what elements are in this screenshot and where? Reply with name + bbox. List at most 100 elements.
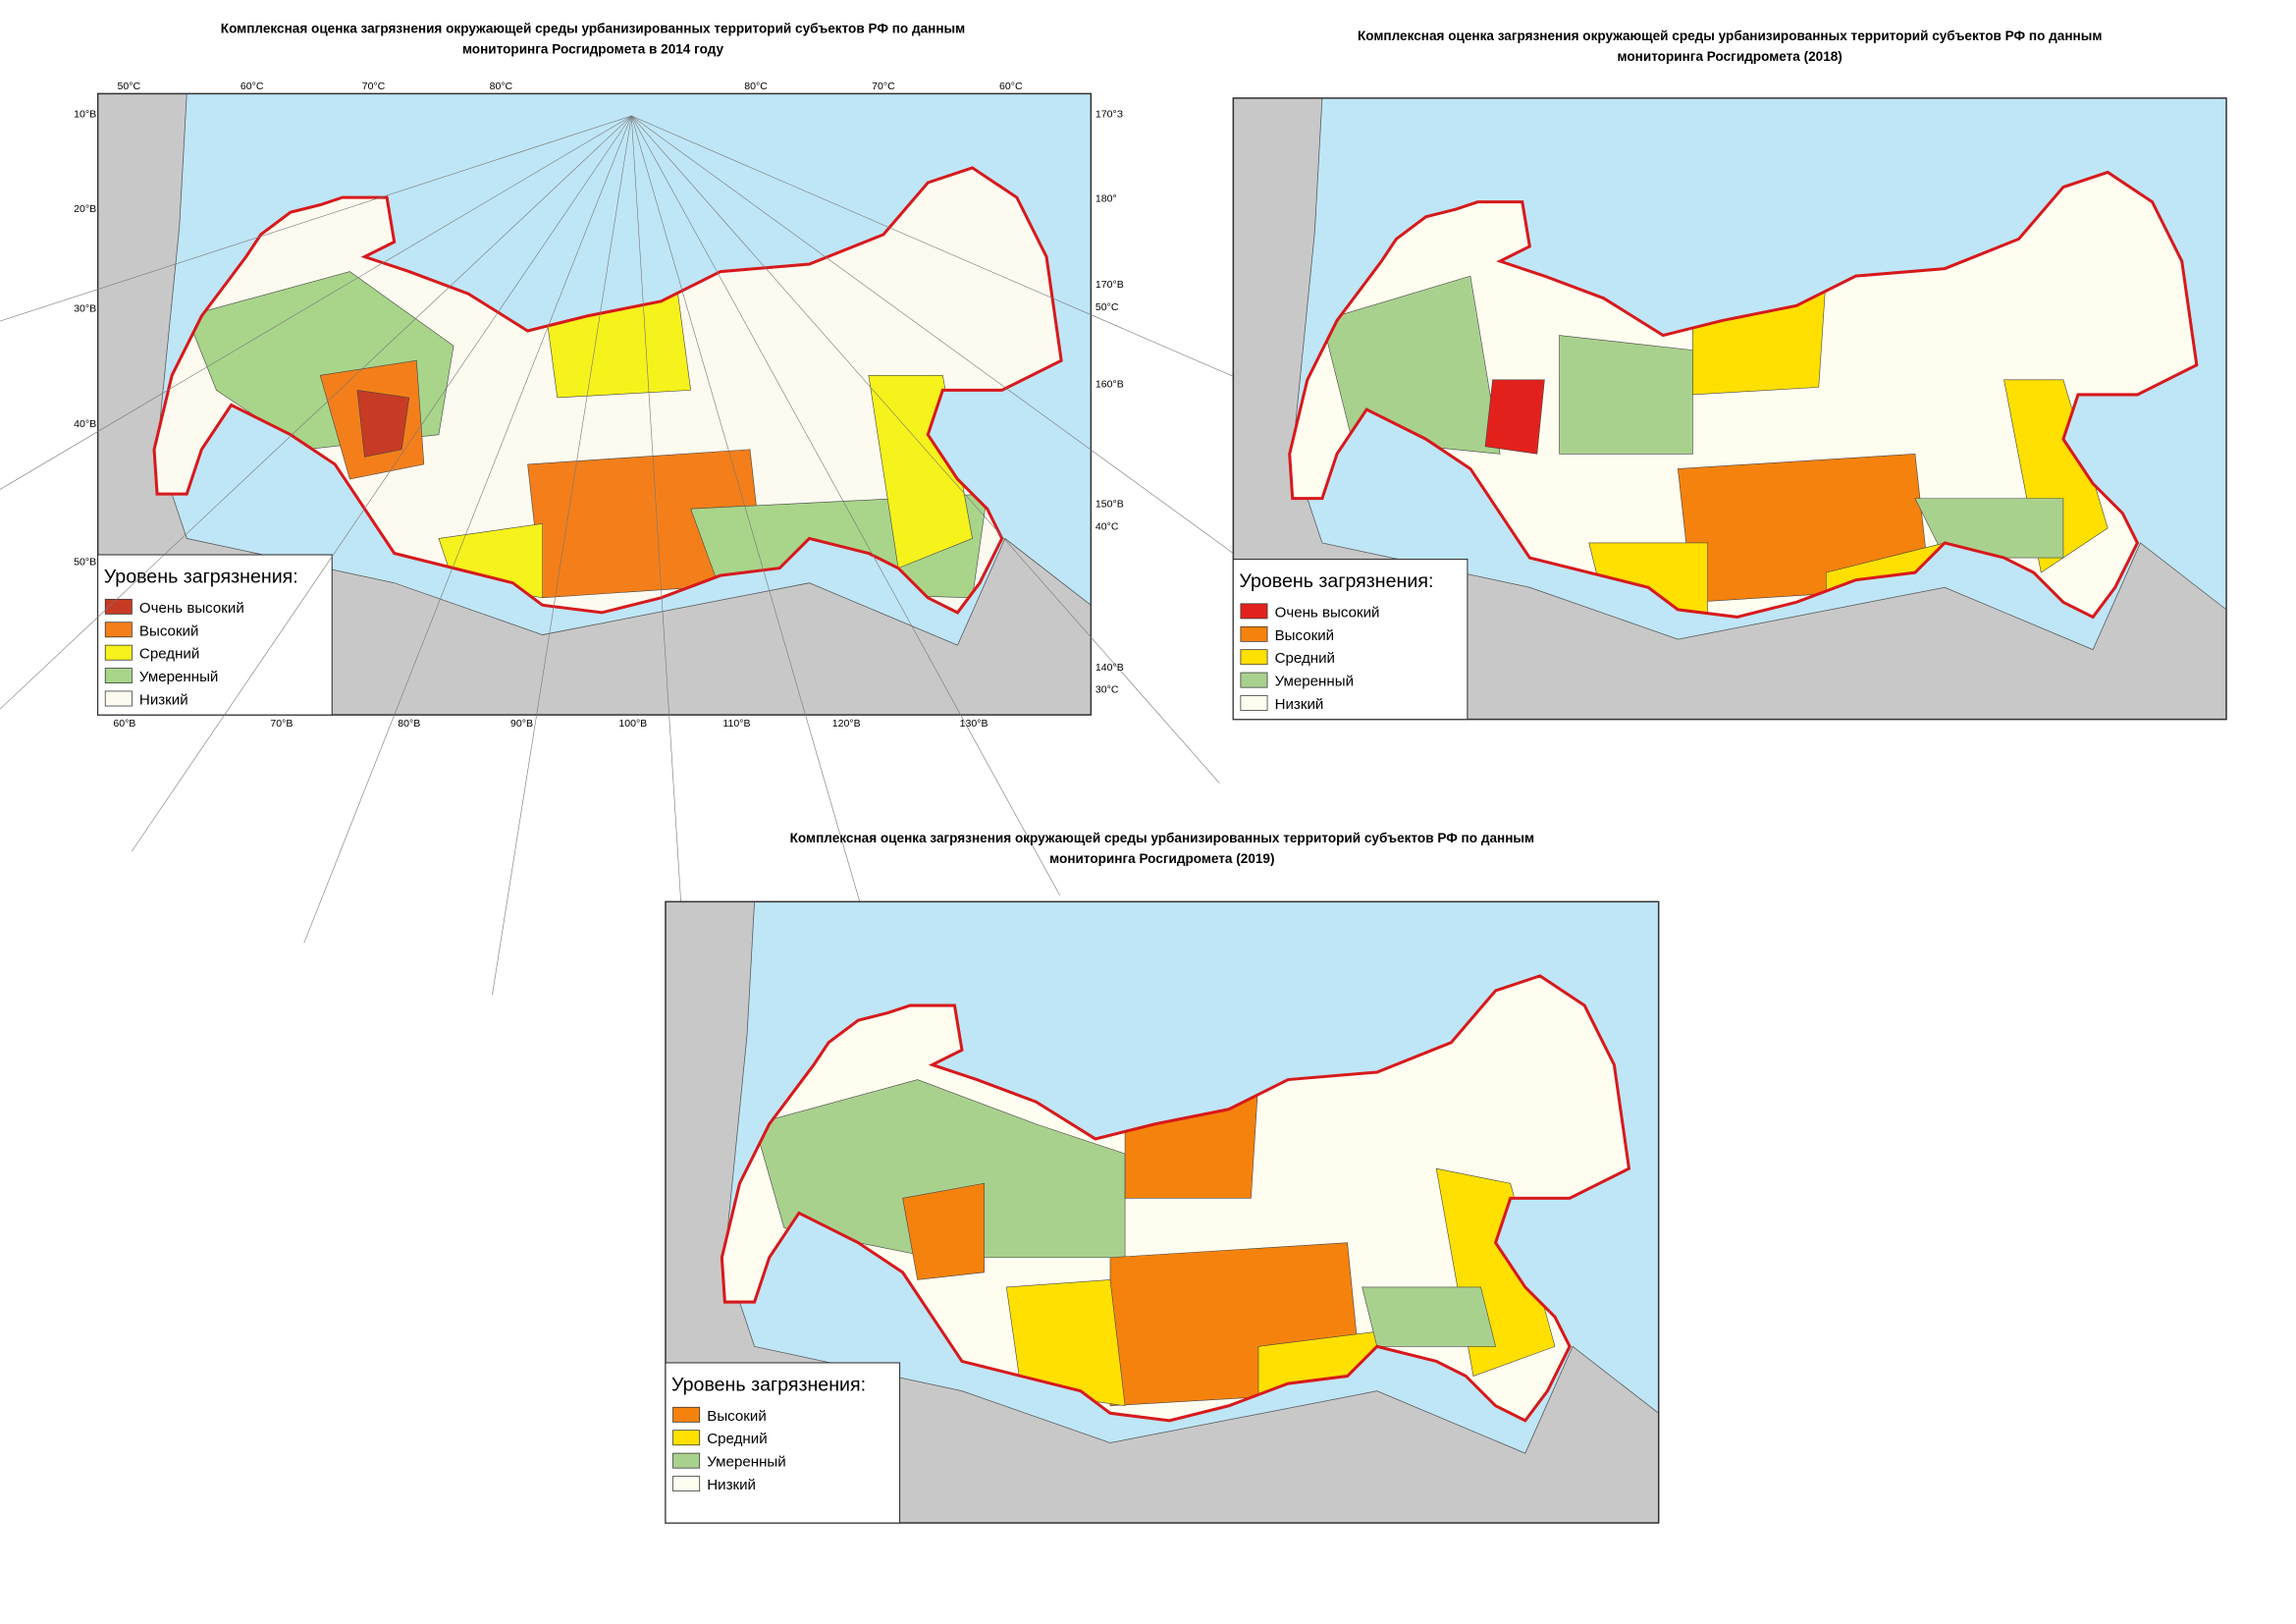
graticule-label: 40°С xyxy=(1095,520,1119,532)
legend-label: Очень высокий xyxy=(139,600,244,617)
legend-box xyxy=(1232,559,1468,721)
graticule-label: 170°В xyxy=(1095,279,1124,291)
graticule-label: 170°З xyxy=(1095,109,1123,121)
legend-label: Средний xyxy=(1275,650,1335,667)
meridian xyxy=(631,115,1352,639)
map-panel: Комплексная оценка загрязнения окружающе… xyxy=(0,21,1448,1004)
graticule-label: 70°С xyxy=(362,81,386,92)
map: Уровень загрязнения: Очень высокий Высокий… xyxy=(1232,97,2227,721)
legend-box xyxy=(665,1362,901,1524)
meridian xyxy=(0,115,632,490)
region xyxy=(356,390,410,458)
graticule-label: 120°В xyxy=(832,718,861,730)
legend-label: Очень высокий xyxy=(1275,604,1380,621)
graticule-label: 50°В xyxy=(74,557,96,568)
legend-swatch xyxy=(672,1452,701,1469)
meridian xyxy=(492,116,632,995)
graticule-label: 70°В xyxy=(270,718,293,730)
graticule-label: 10°В xyxy=(74,109,96,121)
map-title: мониторинга Росгидромета (2019) xyxy=(1049,851,1274,866)
legend-label: Высокий xyxy=(139,623,199,639)
meridian xyxy=(630,115,881,971)
legend-label: Средний xyxy=(139,646,199,663)
meridian xyxy=(303,115,632,944)
region xyxy=(1005,1279,1126,1407)
russia-border xyxy=(1288,170,2199,620)
legend-label: Высокий xyxy=(1275,627,1335,644)
region xyxy=(1362,1286,1496,1347)
graticule-label: 140°В xyxy=(1095,662,1124,674)
meridian xyxy=(630,115,1060,896)
legend-swatch xyxy=(672,1430,701,1446)
legend-label: Умеренный xyxy=(139,669,218,685)
legend-label: Средний xyxy=(707,1431,767,1447)
legend-swatch xyxy=(104,622,133,638)
map-frame xyxy=(1232,97,2227,721)
legend-label: Умеренный xyxy=(1275,674,1354,690)
graticule-label: 60°С xyxy=(240,81,264,92)
legend-swatch xyxy=(104,644,133,661)
graticule-label: 60°В xyxy=(113,718,135,730)
meridian xyxy=(131,115,632,852)
graticule-label: 30°В xyxy=(74,302,96,314)
region xyxy=(1914,498,2064,559)
legend-swatch xyxy=(104,668,133,684)
legend-swatch xyxy=(1240,603,1268,620)
legend-title: Уровень загрязнения: xyxy=(671,1375,866,1396)
legend-swatch xyxy=(104,690,133,707)
legend-label: Низкий xyxy=(1275,696,1324,713)
graticule-label: 20°В xyxy=(74,203,96,215)
legend-swatch xyxy=(672,1406,701,1423)
region xyxy=(1484,379,1545,455)
region xyxy=(1559,335,1693,455)
legend-swatch xyxy=(672,1476,701,1491)
legend-label: Низкий xyxy=(139,692,188,709)
graticule-label: 130°В xyxy=(960,718,988,730)
legend-swatch xyxy=(104,598,133,615)
graticule-label: 50°С xyxy=(118,81,141,92)
legend: Уровень загрязнения: Очень высокий Высокий… xyxy=(1232,559,1468,721)
map: Уровень загрязнения: Высокий Средний Умерен… xyxy=(665,900,1660,1524)
graticule-label: 110°В xyxy=(722,718,750,730)
graticule-label: 60°С xyxy=(999,81,1023,92)
legend-swatch xyxy=(1240,695,1268,711)
map-title: Комплексная оценка загрязнения окружающе… xyxy=(1358,28,2102,43)
legend-label: Высокий xyxy=(707,1408,767,1425)
map-panel: Комплексная оценка загрязнения окружающе… xyxy=(1232,28,2227,721)
legend-label: Умеренный xyxy=(707,1454,785,1471)
meridian xyxy=(631,115,1220,784)
graticule-label: 90°В xyxy=(510,718,533,730)
region xyxy=(902,1182,985,1280)
meridian xyxy=(630,116,688,1004)
legend-swatch xyxy=(1240,672,1268,688)
meridian xyxy=(0,115,632,710)
legend-swatch xyxy=(1240,625,1268,642)
russia-border xyxy=(152,166,1063,615)
map-panel: Комплексная оценка загрязнения окружающе… xyxy=(665,831,1660,1524)
map-frame xyxy=(96,92,1093,716)
legend: Уровень загрязнения: Очень высокий Высокий… xyxy=(97,554,333,716)
regions xyxy=(186,271,988,599)
graticule-label: 80°В xyxy=(398,718,420,730)
graticule-label: 180° xyxy=(1095,193,1117,205)
graticule-label: 40°В xyxy=(74,418,96,430)
map-title: Комплексная оценка загрязнения окружающе… xyxy=(790,831,1534,845)
map-frame xyxy=(665,900,1660,1524)
legend-label: Низкий xyxy=(707,1477,756,1493)
graticule-label: 80°С xyxy=(744,81,768,92)
graticule-label: 70°С xyxy=(872,81,895,92)
graticule-label: 150°В xyxy=(1095,499,1124,511)
meridian xyxy=(0,115,632,322)
legend-swatch xyxy=(1240,649,1268,666)
graticule-label: 30°С xyxy=(1095,683,1119,695)
map: Уровень загрязнения: Очень высокий Высокий… xyxy=(0,81,1448,1004)
graticule-label: 160°В xyxy=(1095,378,1124,390)
graticule-label: 100°В xyxy=(618,718,647,730)
map-title: мониторинга Росгидромета в 2014 году xyxy=(462,42,724,57)
graticule-label: 80°С xyxy=(490,81,513,92)
map-title: Комплексная оценка загрязнения окружающе… xyxy=(221,21,965,35)
legend-title: Уровень загрязнения: xyxy=(104,567,298,588)
legend-box xyxy=(97,554,333,716)
